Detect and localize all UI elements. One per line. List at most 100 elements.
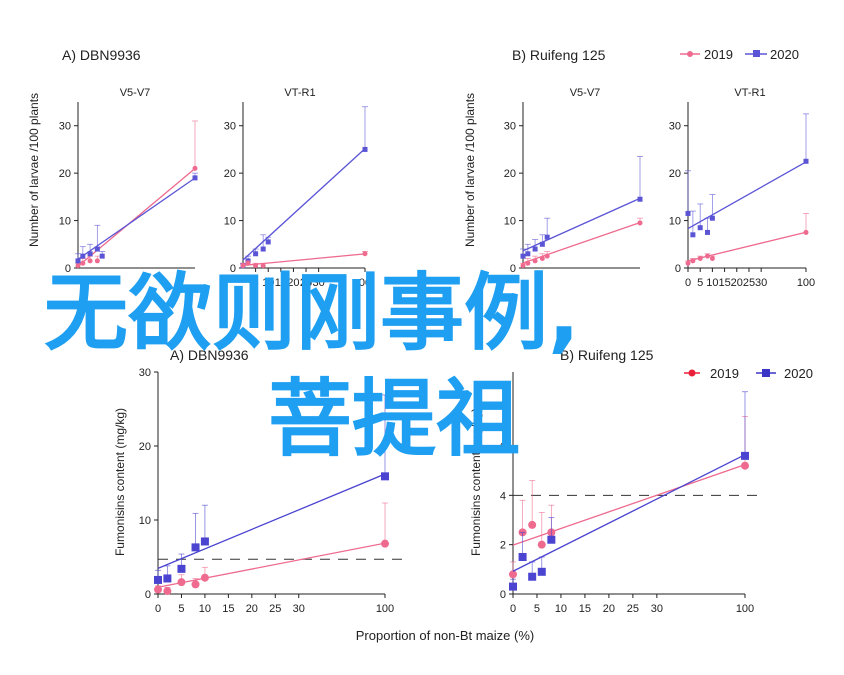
y-tick-label-top-A-right: 20 (224, 168, 236, 180)
y-tick-label-top-B-left: 30 (504, 121, 516, 133)
x-tick-label-top-B-right: 25 (743, 277, 755, 289)
y-tick-label-top-A-left: 10 (59, 216, 71, 228)
point-2020-bottom-B (528, 572, 537, 581)
y-tick-label-top-B-right: 20 (669, 168, 681, 180)
subplot-title-v5v7-b: V5-V7 (570, 87, 601, 99)
point-2020-top-A-left (75, 258, 81, 264)
trend-line-2020-top-B-right (687, 161, 807, 230)
x-tick-label-top-B-right: 20 (731, 277, 743, 289)
x-tick-label-bottom-A: 15 (222, 603, 234, 615)
y-tick-label-top-B-left: 20 (504, 168, 516, 180)
legend-marker-2020-bottom (762, 369, 770, 377)
y-tick-label-bottom-A: 10 (139, 515, 151, 527)
point-2019-top-A-left (80, 260, 86, 266)
point-2020-top-B-right (697, 225, 703, 231)
x-tick-label-top-A-right: 00 (359, 277, 371, 289)
point-2019-top-B-left (544, 253, 550, 259)
point-2020-bottom-B (537, 567, 546, 576)
point-2020-top-A-right (265, 239, 271, 245)
point-2019-top-B-right (685, 260, 691, 266)
point-2019-top-A-right (245, 260, 251, 266)
x-tick-label-bottom-A: 20 (246, 603, 258, 615)
point-2020-bottom-A (154, 575, 162, 584)
panel-title-bottom-b: B) Ruifeng 125 (560, 347, 654, 363)
point-2019-top-B-left (637, 220, 643, 226)
y-tick-label-top-B-right: 10 (669, 216, 681, 228)
point-2020-bottom-B (509, 582, 517, 591)
xlabel-bottom: Proportion of non-Bt maize (%) (356, 628, 534, 643)
panel-title-top-a: A) DBN9936 (62, 47, 141, 63)
point-2020-top-B-left (539, 241, 545, 247)
x-tick-label-bottom-A: 100 (376, 603, 394, 615)
y-tick-label-bottom-A: 0 (145, 589, 151, 601)
y-tick-label-top-B-right: 0 (675, 263, 681, 275)
y-tick-label-top-A-left: 0 (65, 263, 71, 275)
point-2019-top-A-left (192, 165, 198, 171)
trend-line-2020-bottom-A (157, 473, 386, 570)
point-2020-bottom-A (163, 574, 172, 583)
point-2019-top-B-right (697, 256, 703, 262)
trend-line-2020-bottom-B (512, 454, 746, 572)
legend-label-2019-bottom: 2019 (710, 366, 739, 381)
legend-marker-2020 (753, 50, 760, 57)
point-2020-bottom-B (547, 535, 556, 544)
point-2019-top-A-right (260, 263, 266, 269)
point-2019-top-B-left (532, 258, 538, 264)
point-2020-top-A-right (253, 251, 259, 257)
point-2019-top-A-left (94, 258, 100, 264)
point-2020-top-B-left (532, 246, 538, 252)
x-tick-label-bottom-B: 30 (651, 603, 663, 615)
legend-label-2019: 2019 (704, 47, 733, 62)
point-2020-bottom-A (381, 472, 389, 481)
subplot-title-v5v7-a: V5-V7 (120, 87, 151, 99)
point-2020-top-B-right (705, 229, 711, 235)
legend-marker-2019 (687, 51, 693, 57)
legend-bottom: 2019 2020 (684, 366, 813, 381)
point-2019-top-A-right (362, 251, 368, 257)
panel-title-bottom-a: A) DBN9936 (170, 347, 249, 363)
trend-line-2019-top-A-left (77, 168, 196, 267)
point-2019-bottom-A (381, 539, 389, 548)
point-2019-top-A-left (87, 258, 93, 264)
point-2019-top-A-right (253, 263, 259, 269)
point-2020-top-A-left (87, 251, 93, 257)
point-2019-top-B-left (525, 260, 531, 266)
plot-top-B-left: 0 10 20 30 (504, 102, 643, 275)
point-2020-bottom-A (200, 537, 209, 546)
x-tick-label-bottom-A: 30 (293, 603, 305, 615)
plot-top-A-left: 0 10 20 30 (59, 102, 198, 275)
x-tick-label-bottom-B: 15 (579, 603, 591, 615)
x-tick-label-bottom-A: 10 (199, 603, 211, 615)
y-tick-label-top-A-right: 10 (224, 216, 236, 228)
panel-title-top-b: B) Ruifeng 125 (512, 47, 606, 63)
plot-bottom-A: 0 10 20 30 0 5 10 15 20 25 30 100 (139, 367, 403, 615)
subplot-title-vtr1-a: VT-R1 (284, 87, 315, 99)
point-2019-bottom-B (509, 570, 517, 579)
point-2020-top-B-right (709, 215, 715, 221)
point-2020-top-B-left (637, 196, 643, 202)
point-2020-top-A-left (192, 175, 198, 181)
x-tick-label-top-B-right: 100 (797, 277, 815, 289)
y-tick-label-bottom-B: 6 (500, 441, 506, 453)
point-2019-top-B-left (520, 263, 526, 269)
x-tick-label-bottom-B: 20 (603, 603, 615, 615)
point-2020-top-B-right (690, 232, 696, 238)
y-tick-label-bottom-A: 20 (139, 441, 151, 453)
legend-label-2020: 2020 (770, 47, 799, 62)
point-2020-top-B-right (685, 210, 691, 216)
x-tick-label-bottom-A: 5 (178, 603, 184, 615)
y-tick-label-top-A-right: 0 (230, 263, 236, 275)
x-tick-label-bottom-B: 100 (736, 603, 754, 615)
point-2019-top-B-right (709, 256, 715, 262)
point-2020-top-A-left (99, 253, 105, 259)
x-tick-label-top-A-right: 10 (262, 277, 274, 289)
y-tick-label-bottom-B: 2 (500, 540, 506, 552)
point-2020-top-A-right (362, 146, 368, 152)
x-tick-label-top-B-right: 5 (697, 277, 703, 289)
point-2020-top-A-left (94, 246, 100, 252)
x-tick-label-top-B-right: 0 (685, 277, 691, 289)
x-tick-label-top-A-right: 25 (300, 277, 312, 289)
x-tick-label-top-B-right: 30 (755, 277, 767, 289)
y-tick-label-top-B-left: 10 (504, 216, 516, 228)
